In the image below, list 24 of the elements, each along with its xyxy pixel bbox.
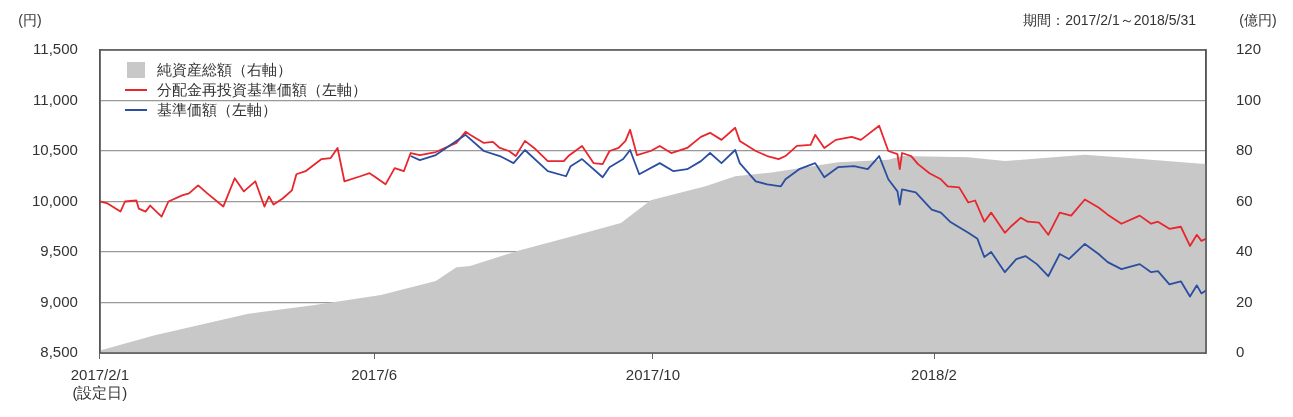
y2-tick-label: 0 (1235, 343, 1245, 361)
x-tick-label: 2017/2/1 (設定日) (70, 366, 130, 402)
x-tick-label: 2017/10 (625, 366, 681, 384)
y-axis-title: (円) (18, 11, 42, 28)
y-tick-label: 9,500 (40, 242, 78, 260)
legend-label: 基準価額（左軸） (156, 100, 277, 120)
y-tick-label: 10,000 (31, 191, 78, 209)
x-tick-label: 2017/6 (351, 366, 398, 384)
y2-tick-label: 20 (1235, 292, 1253, 310)
x-tick-label: 2018/2 (911, 366, 957, 384)
y-tick-label: 11,000 (33, 90, 78, 108)
legend-label: 純資産総額（右軸） (156, 60, 292, 80)
y2-tick-label: 80 (1235, 141, 1253, 159)
y-tick-label: 8,500 (40, 343, 78, 361)
y2-tick-label: 60 (1235, 191, 1253, 209)
y2-tick-label: 40 (1235, 242, 1253, 260)
y-tick-label: 11,500 (33, 40, 78, 58)
y-tick-label: 10,500 (31, 141, 78, 159)
text: 期間：2017/2/1～2018/5/31 (1023, 11, 1197, 28)
legend-label: 分配金再投資基準価額（左軸） (156, 80, 367, 100)
y2-axis-title: (億円) (1239, 11, 1277, 28)
y2-tick-label: 120 (1235, 40, 1261, 58)
y2-tick-label: 100 (1235, 90, 1261, 108)
y-tick-label: 9,000 (40, 292, 78, 310)
